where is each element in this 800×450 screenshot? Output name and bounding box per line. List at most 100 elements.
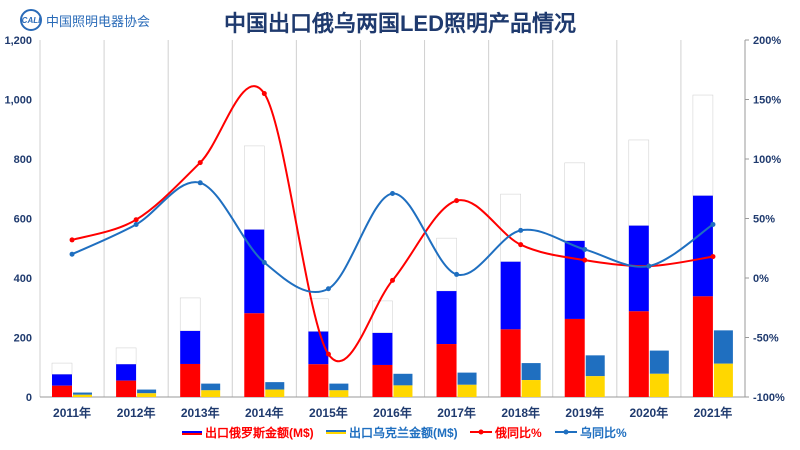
russia-yoy-point: [518, 242, 524, 248]
russia-bar-blue: [372, 332, 393, 365]
ukraine-bar-blue: [73, 392, 92, 395]
ukraine-bar-yellow: [393, 385, 413, 397]
y-right-tick-label: -100%: [753, 392, 785, 404]
russia-bar-blue: [52, 374, 72, 386]
russia-bar-blue: [500, 261, 521, 330]
russia-bar-red: [628, 311, 649, 397]
russia-bar-white: [628, 139, 650, 226]
russia-bar-white: [51, 362, 73, 375]
ukraine-bar-blue: [137, 389, 157, 394]
ukraine-bar-blue: [201, 383, 221, 391]
y-left-tick-label: 1,200: [4, 35, 32, 47]
x-tick-label: 2021年: [694, 405, 733, 420]
ukraine-bar-yellow: [265, 389, 285, 397]
x-tick-label: 2016年: [373, 405, 412, 420]
russia-yoy-point: [133, 217, 139, 223]
russia-bar-red: [564, 318, 585, 397]
x-tick-label: 2014年: [245, 405, 284, 420]
x-tick-label: 2019年: [565, 405, 604, 420]
russia-bar-blue: [180, 330, 201, 364]
ukraine-bar-blue: [265, 382, 285, 390]
legend-ukraine-swatch: [326, 432, 346, 434]
ukraine-yoy-point: [197, 180, 203, 186]
russia-bar-red: [52, 385, 72, 397]
ukraine-bar-yellow: [73, 394, 92, 397]
russia-yoy-point: [390, 277, 395, 283]
russia-bar-red: [692, 296, 713, 397]
ukraine-yoy-point: [454, 271, 460, 277]
chart-title: 中国出口俄乌两国LED照明产品情况: [223, 11, 576, 36]
ukraine-yoy-point: [261, 260, 267, 266]
russia-yoy-point: [582, 257, 588, 263]
russia-bar-blue: [308, 331, 329, 365]
ukraine-bar-blue: [393, 373, 413, 386]
russia-yoy-point: [325, 351, 331, 357]
russia-bar-blue: [628, 225, 649, 312]
legend-russia-swatch: [182, 431, 202, 433]
legend-russia-yoy-label: 俄同比%: [494, 425, 542, 440]
ukraine-bar-blue: [329, 383, 349, 391]
logo-name: 中国照明电器协会: [46, 13, 151, 29]
ukraine-bar-yellow: [201, 390, 221, 397]
russia-bar-red: [500, 329, 521, 397]
russia-bar-blue: [692, 195, 713, 297]
ukraine-yoy-point: [518, 227, 524, 233]
legend-line-marker: [563, 429, 569, 435]
russia-bar-blue: [564, 240, 585, 319]
ukraine-bar-yellow: [521, 380, 541, 397]
russia-yoy-point: [197, 160, 203, 166]
x-tick-label: 2017年: [437, 405, 476, 420]
russia-bar-red: [244, 313, 265, 397]
ukraine-bar-yellow: [137, 393, 157, 397]
x-tick-label: 2011年: [53, 405, 91, 420]
ukraine-yoy-point: [325, 286, 331, 292]
ukraine-bar-blue: [457, 372, 477, 385]
y-right-tick-label: -50%: [753, 333, 779, 345]
ukraine-bar-blue: [649, 350, 669, 374]
ukraine-bar-blue: [521, 363, 541, 381]
russia-bar-blue: [436, 291, 457, 345]
legend-russia-label: 出口俄罗斯金额(M$): [205, 425, 314, 440]
russia-bar-white: [244, 145, 265, 230]
y-left-tick-label: 600: [14, 214, 32, 226]
russia-bar-white: [372, 300, 393, 334]
x-tick-label: 2013年: [181, 405, 220, 420]
legend-ukraine-yoy-label: 乌同比%: [580, 425, 627, 440]
y-left-tick-label: 400: [14, 273, 32, 285]
russia-bar-white: [115, 347, 137, 365]
x-tick-label: 2018年: [501, 405, 540, 420]
logo-mark: CALI: [20, 9, 42, 31]
russia-bar-white: [500, 193, 521, 262]
russia-yoy-point: [261, 91, 267, 97]
russia-bar-red: [308, 364, 329, 397]
x-tick-label: 2012年: [117, 405, 156, 420]
y-right-tick-label: 100%: [753, 154, 781, 166]
russia-bar-blue: [244, 229, 265, 314]
y-right-tick-label: 50%: [753, 214, 775, 226]
y-left-tick-label: 200: [14, 333, 32, 345]
ukraine-yoy-line: [71, 181, 714, 294]
russia-yoy-point: [710, 254, 716, 260]
russia-bar-red: [372, 364, 393, 397]
x-tick-label: 2015年: [309, 405, 348, 420]
y-right-tick-label: 200%: [753, 35, 781, 47]
ukraine-yoy-point: [133, 221, 139, 227]
ukraine-yoy-point: [69, 251, 75, 257]
ukraine-yoy-point: [646, 263, 652, 269]
legend-ukraine-label: 出口乌克兰金额(M$): [349, 425, 458, 440]
y-left-tick-label: 1,000: [4, 95, 32, 107]
ukraine-bar-yellow: [585, 376, 605, 397]
russia-bar-red: [180, 363, 201, 397]
legend-line-marker: [478, 429, 484, 435]
y-right-tick-label: 0%: [753, 273, 769, 285]
ukraine-yoy-point: [710, 221, 716, 227]
legend-russia-swatch: [182, 433, 202, 435]
russia-yoy-point: [69, 237, 75, 243]
russia-bar-red: [436, 344, 457, 397]
logo: CALI 中国照明电器协会: [20, 9, 150, 31]
ukraine-bar-blue: [713, 330, 733, 364]
ukraine-yoy-point: [582, 246, 588, 252]
ukraine-bar-yellow: [457, 384, 477, 397]
russia-bar-white: [436, 237, 457, 292]
